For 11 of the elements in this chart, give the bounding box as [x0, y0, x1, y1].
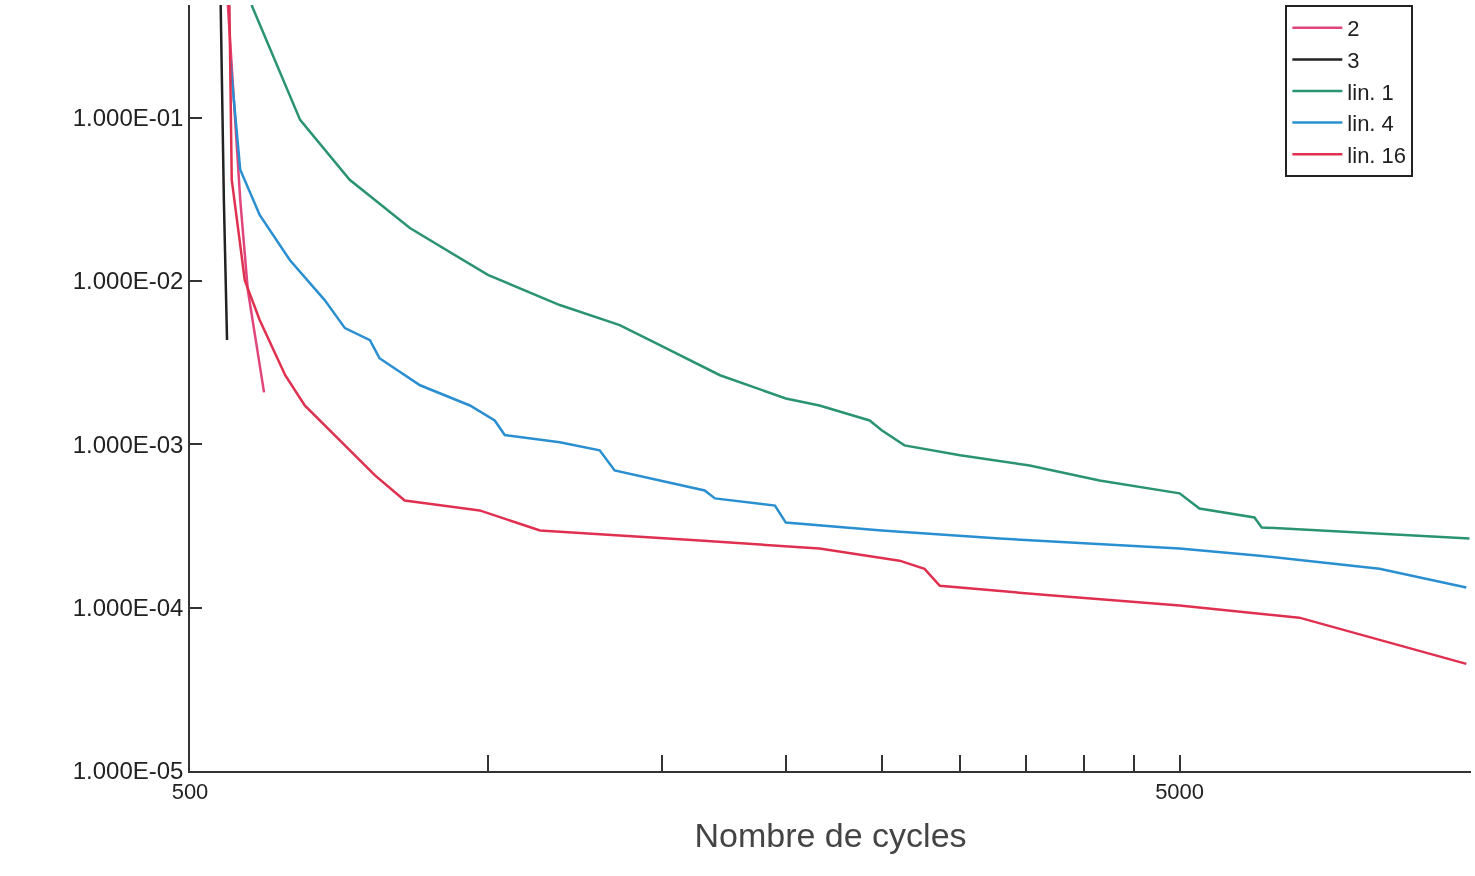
legend-label: lin. 1	[1347, 79, 1394, 105]
x-axis-title: Nombre de cycles	[694, 815, 967, 854]
legend-label: lin. 16	[1347, 142, 1407, 168]
legend-label: 3	[1347, 47, 1360, 73]
legend-label: lin. 4	[1347, 111, 1394, 137]
y-tick-label: 1.000E-04	[72, 594, 184, 622]
x-tick-label: 5000	[1155, 779, 1205, 805]
y-tick-label: 1.000E-03	[72, 430, 184, 458]
y-tick-label: 1.000E-02	[72, 267, 184, 295]
legend-label: 2	[1347, 16, 1360, 42]
y-tick-label: 1.000E-01	[72, 104, 184, 132]
